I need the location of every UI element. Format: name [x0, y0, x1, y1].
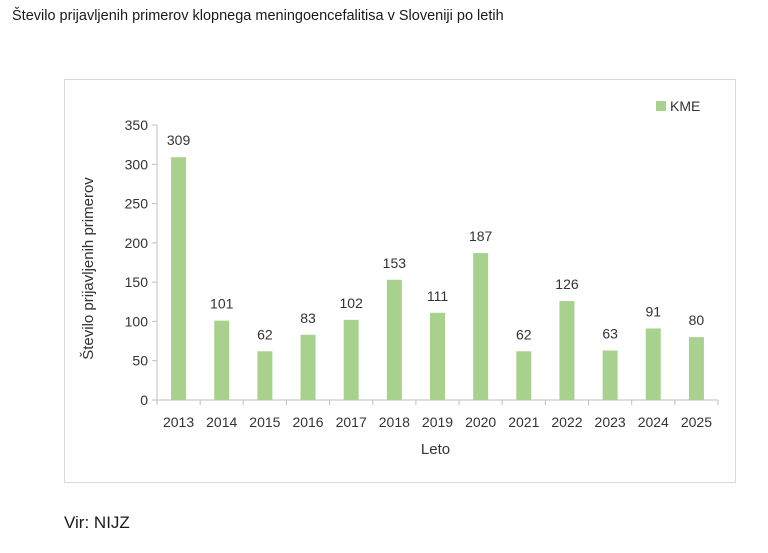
bar	[688, 337, 704, 400]
bar	[343, 319, 359, 400]
bar	[171, 157, 187, 400]
data-labels: 309 101 62 83 102 153 111 187 62 126 63 91 80	[167, 132, 705, 342]
bars	[171, 157, 704, 400]
x-tick-label: 2014	[206, 414, 237, 430]
x-tick-label: 2022	[551, 414, 582, 430]
x-tick-label: 2016	[292, 414, 323, 430]
y-tick-label: 300	[125, 156, 149, 172]
legend: KME	[656, 98, 700, 114]
bar	[300, 334, 316, 400]
bar	[430, 312, 445, 400]
x-tick-label: 2023	[595, 414, 626, 430]
x-tick-label: 2018	[379, 414, 410, 430]
x-tick-label: 2025	[681, 414, 712, 430]
data-label: 101	[210, 296, 234, 312]
data-label: 126	[555, 276, 579, 292]
data-label: 309	[167, 132, 191, 148]
x-tick-label: 2019	[422, 414, 453, 430]
data-label: 83	[300, 310, 316, 326]
data-label: 63	[602, 326, 618, 342]
y-tick-label: 350	[125, 117, 149, 133]
y-tick-label: 200	[125, 235, 149, 251]
bar	[602, 350, 618, 400]
y-tick-label: 250	[125, 196, 149, 212]
page-title: Število prijavljenih primerov klopnega m…	[12, 8, 504, 24]
data-label: 91	[645, 304, 661, 320]
bar	[214, 320, 230, 400]
x-tick-label: 2013	[163, 414, 194, 430]
data-label: 102	[340, 295, 364, 311]
bar	[645, 328, 661, 400]
y-tick-label: 150	[125, 274, 149, 290]
data-label: 111	[427, 288, 448, 304]
y-tick-label: 0	[140, 392, 148, 408]
data-label: 62	[257, 326, 273, 342]
x-axis-title: Leto	[421, 441, 450, 458]
data-label: 62	[516, 326, 532, 342]
x-tick-label: 2020	[465, 414, 496, 430]
x-axis-ticks: 2013 2014 2015 2016 2017 2018 2019 2020 2021 2022…	[156, 400, 719, 430]
x-tick-label: 2021	[508, 414, 539, 430]
legend-label-kme: KME	[670, 98, 700, 114]
legend-swatch-kme	[656, 101, 666, 111]
bar	[516, 351, 532, 400]
bar	[386, 279, 402, 400]
y-axis-ticks: 0 50 100 150 200 250 300 350	[125, 117, 157, 408]
source-note: Vir: NIJZ	[64, 513, 130, 532]
y-tick-label: 50	[132, 353, 148, 369]
y-tick-label: 100	[125, 313, 149, 329]
data-label: 187	[469, 228, 493, 244]
data-label: 153	[383, 255, 407, 271]
x-tick-label: 2024	[638, 414, 669, 430]
data-label: 80	[689, 312, 705, 328]
bar	[559, 301, 575, 400]
bar	[257, 351, 273, 400]
x-tick-label: 2017	[336, 414, 367, 430]
bar	[473, 253, 489, 400]
x-tick-label: 2015	[249, 414, 280, 430]
y-axis-title: Število prijavljenih primerov	[80, 177, 97, 360]
